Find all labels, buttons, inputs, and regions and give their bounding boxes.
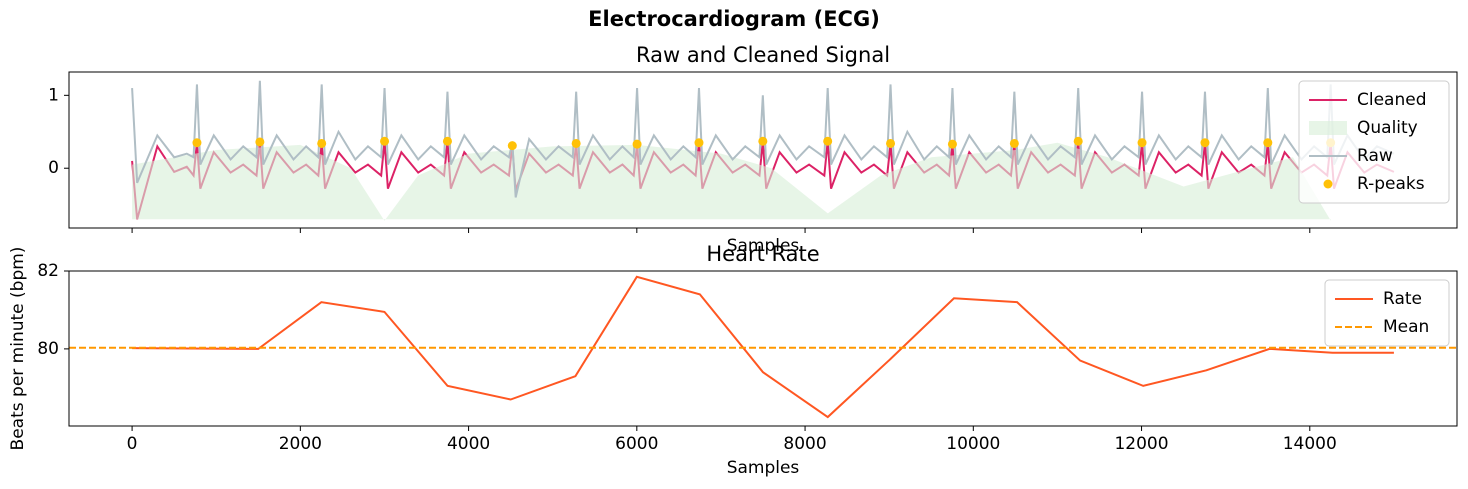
legend-box: [1324, 279, 1450, 347]
axes-frame: [68, 71, 1458, 229]
y-axis-label: Beats per minute (bpm): [8, 247, 28, 451]
legend-label: R-peaks: [1357, 174, 1425, 194]
legend-box: [1298, 80, 1450, 204]
r-peak: [1137, 138, 1147, 148]
r-peak: [317, 138, 327, 148]
r-peak: [507, 141, 517, 151]
r-peak: [1263, 138, 1273, 148]
y-tick-label: 0: [48, 158, 59, 178]
quality-area: [132, 142, 1331, 221]
r-peak: [1073, 136, 1083, 146]
legend-label: Raw: [1357, 146, 1393, 166]
plot-area: [69, 275, 1457, 419]
r-peak: [758, 136, 768, 146]
signal-line: [131, 141, 1395, 220]
r-peak: [192, 138, 202, 148]
signal-line: [131, 80, 1395, 198]
x-axis-label: Samples: [727, 236, 800, 256]
r-peak: [380, 136, 390, 146]
legend-label: Rate: [1383, 289, 1422, 309]
r-peak: [886, 138, 896, 148]
x-tick-label: 4000: [447, 434, 490, 454]
x-tick-label: 6000: [615, 434, 658, 454]
figure-title: Electrocardiogram (ECG): [588, 7, 880, 31]
r-peak: [255, 137, 265, 147]
r-peak: [1009, 138, 1019, 148]
legend-swatch: [1309, 121, 1347, 135]
r-peak: [442, 136, 452, 146]
legend-swatch: [1323, 179, 1333, 189]
axes-title: Heart Rate: [706, 242, 819, 266]
x-tick-label: 8000: [783, 434, 826, 454]
legend-label: Mean: [1383, 317, 1429, 337]
y-tick-label: 82: [37, 261, 59, 281]
legend-label: Cleaned: [1357, 90, 1427, 110]
x-tick-label: 0: [127, 434, 138, 454]
x-tick-label: 2000: [279, 434, 322, 454]
r-peak: [694, 138, 704, 148]
legend-label: Quality: [1357, 118, 1418, 138]
x-tick-label: 14000: [1283, 434, 1337, 454]
x-axis-label: Samples: [727, 458, 800, 478]
axes-title: Raw and Cleaned Signal: [636, 43, 890, 67]
x-tick-label: 10000: [946, 434, 1000, 454]
r-peak: [1200, 138, 1210, 148]
r-peak: [571, 138, 581, 148]
signal-line: [132, 275, 1394, 419]
plot-area: [131, 80, 1395, 221]
y-tick-label: 1: [48, 85, 59, 105]
y-tick-label: 80: [37, 339, 59, 359]
r-peak: [632, 139, 642, 149]
r-peak: [947, 139, 957, 149]
x-tick-label: 12000: [1114, 434, 1168, 454]
r-peak: [823, 136, 833, 146]
